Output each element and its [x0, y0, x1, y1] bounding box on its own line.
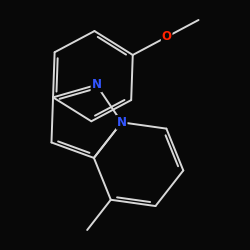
Text: N: N [92, 78, 102, 92]
Text: N: N [117, 116, 127, 129]
Text: O: O [162, 30, 172, 44]
